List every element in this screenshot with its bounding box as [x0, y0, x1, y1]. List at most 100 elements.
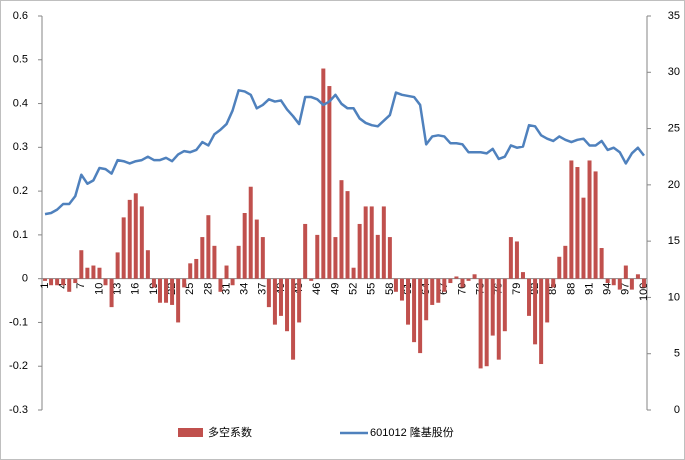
bar [393, 278, 398, 292]
bar [478, 278, 483, 369]
x-tick-label: 25 [184, 283, 196, 295]
y-tick-label: 0 [22, 273, 28, 285]
x-tick-label: 85 [547, 283, 559, 295]
bar [593, 171, 598, 279]
x-tick-label: 58 [384, 283, 396, 295]
bar [121, 217, 126, 279]
bar [490, 278, 495, 336]
bar [115, 252, 120, 279]
bar [569, 160, 574, 279]
legend-swatch [178, 428, 203, 437]
y2-tick-label: 0 [674, 404, 680, 416]
y2-tick-label: 20 [668, 179, 680, 191]
bar [109, 278, 114, 308]
bar [587, 160, 592, 279]
bar [527, 278, 532, 316]
y-tick-label: 0.6 [13, 10, 28, 22]
bar [508, 237, 513, 279]
x-tick-label: 49 [329, 283, 341, 295]
bar [502, 278, 507, 332]
bar [272, 278, 277, 325]
bar [605, 278, 610, 284]
x-tick-label: 88 [565, 283, 577, 295]
line [44, 89, 645, 216]
y2-tick-label: 35 [668, 10, 680, 22]
bar [442, 278, 447, 292]
bar [357, 223, 362, 279]
bar [91, 265, 96, 279]
bar [151, 278, 156, 288]
y-tick-label: 0.5 [13, 54, 28, 66]
x-tick-label: 28 [202, 283, 214, 295]
y-tick-label: -0.3 [9, 404, 28, 416]
bar [285, 278, 290, 332]
bar [43, 278, 48, 281]
bar [315, 234, 320, 279]
bar [194, 258, 199, 279]
bar [212, 245, 217, 279]
bar [484, 278, 489, 367]
bar [520, 272, 525, 279]
x-tick-label: 7 [75, 283, 87, 289]
y2-tick-label: 30 [668, 66, 680, 78]
y2-tick-label: 10 [668, 291, 680, 303]
bar [460, 278, 465, 288]
bar [617, 278, 622, 290]
bar [545, 278, 550, 323]
bar [278, 278, 283, 316]
bar [145, 250, 150, 279]
bar [170, 278, 175, 305]
x-tick-label: 34 [239, 283, 251, 295]
legend-label: 多空系数 [208, 425, 252, 439]
x-tick-label: 91 [583, 283, 595, 295]
bar [623, 265, 628, 279]
bar [454, 276, 459, 279]
x-tick-label: 37 [257, 283, 269, 295]
bar [406, 278, 411, 325]
bar [381, 206, 386, 279]
bar [418, 278, 423, 354]
bar [254, 219, 259, 279]
bar [339, 180, 344, 279]
bar [218, 278, 223, 292]
bar [412, 278, 417, 343]
bar [291, 278, 296, 360]
bar [188, 263, 193, 279]
bar [266, 278, 271, 308]
y-tick-label: 0.3 [13, 141, 28, 153]
bar [303, 223, 308, 279]
bar [133, 193, 138, 279]
x-tick-label: 13 [112, 283, 124, 295]
bar [224, 265, 229, 279]
bar [448, 278, 453, 284]
bar [575, 167, 580, 279]
x-tick-label: 1 [39, 283, 51, 289]
x-tick-label: 10 [93, 283, 105, 295]
x-tick-label: 97 [620, 283, 632, 295]
bar [79, 250, 84, 279]
x-tick-label: 70 [456, 283, 468, 295]
bar [363, 206, 368, 279]
x-tick-label: 4 [57, 283, 69, 289]
bar [369, 206, 374, 279]
y-tick-label: 0.2 [13, 185, 28, 197]
bar [599, 248, 604, 279]
x-tick-label: 55 [366, 283, 378, 295]
bar [230, 278, 235, 286]
bar [97, 267, 102, 279]
y-tick-label: -0.2 [9, 360, 28, 372]
bar [629, 278, 634, 290]
y2-tick-label: 5 [674, 348, 680, 360]
bar [327, 86, 332, 279]
bar [103, 278, 108, 286]
bar [321, 68, 326, 279]
bar [375, 234, 380, 279]
x-tick-label: 31 [220, 283, 232, 295]
bar [472, 274, 477, 279]
bar [581, 197, 586, 279]
bar [176, 278, 181, 323]
bar [49, 278, 54, 286]
bar [127, 199, 132, 279]
